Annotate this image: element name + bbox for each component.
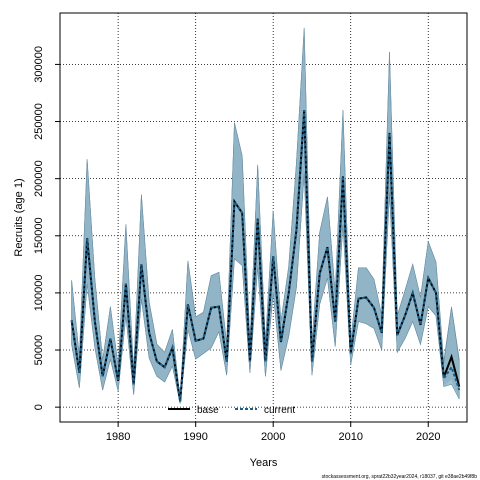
x-tick-label-2020: 2020	[416, 431, 440, 443]
y-tick-label-50000: 50000	[33, 335, 45, 366]
axes: 1980 1990 2000 2010 2020 0 50000 100000 150000 20…	[33, 46, 440, 443]
x-tick-label-1990: 1990	[183, 431, 207, 443]
confidence-bands	[71, 27, 460, 404]
series-line-current	[70, 110, 461, 402]
legend-label-base: base	[197, 405, 219, 416]
footnote: stockassessment.org, sprat22b32year2024,…	[322, 474, 478, 480]
plot-frame	[59, 12, 468, 423]
y-tick-label-150000: 150000	[33, 217, 45, 254]
x-axis-title: Years	[250, 457, 278, 469]
y-tick-label-300000: 300000	[33, 46, 45, 83]
legend: base current	[168, 405, 295, 416]
legend-label-current: current	[264, 405, 295, 416]
ci-band-current	[71, 27, 460, 404]
x-tick-label-1980: 1980	[106, 431, 130, 443]
series-lines	[70, 110, 461, 402]
y-tick-label-200000: 200000	[33, 160, 45, 197]
y-tick-label-100000: 100000	[33, 275, 45, 312]
x-tick-label-2010: 2010	[338, 431, 362, 443]
y-axis-title: Recruits (age 1)	[13, 178, 25, 256]
y-tick-label-250000: 250000	[33, 103, 45, 140]
y-tick-label-0: 0	[33, 404, 45, 410]
x-tick-label-2000: 2000	[261, 431, 285, 443]
